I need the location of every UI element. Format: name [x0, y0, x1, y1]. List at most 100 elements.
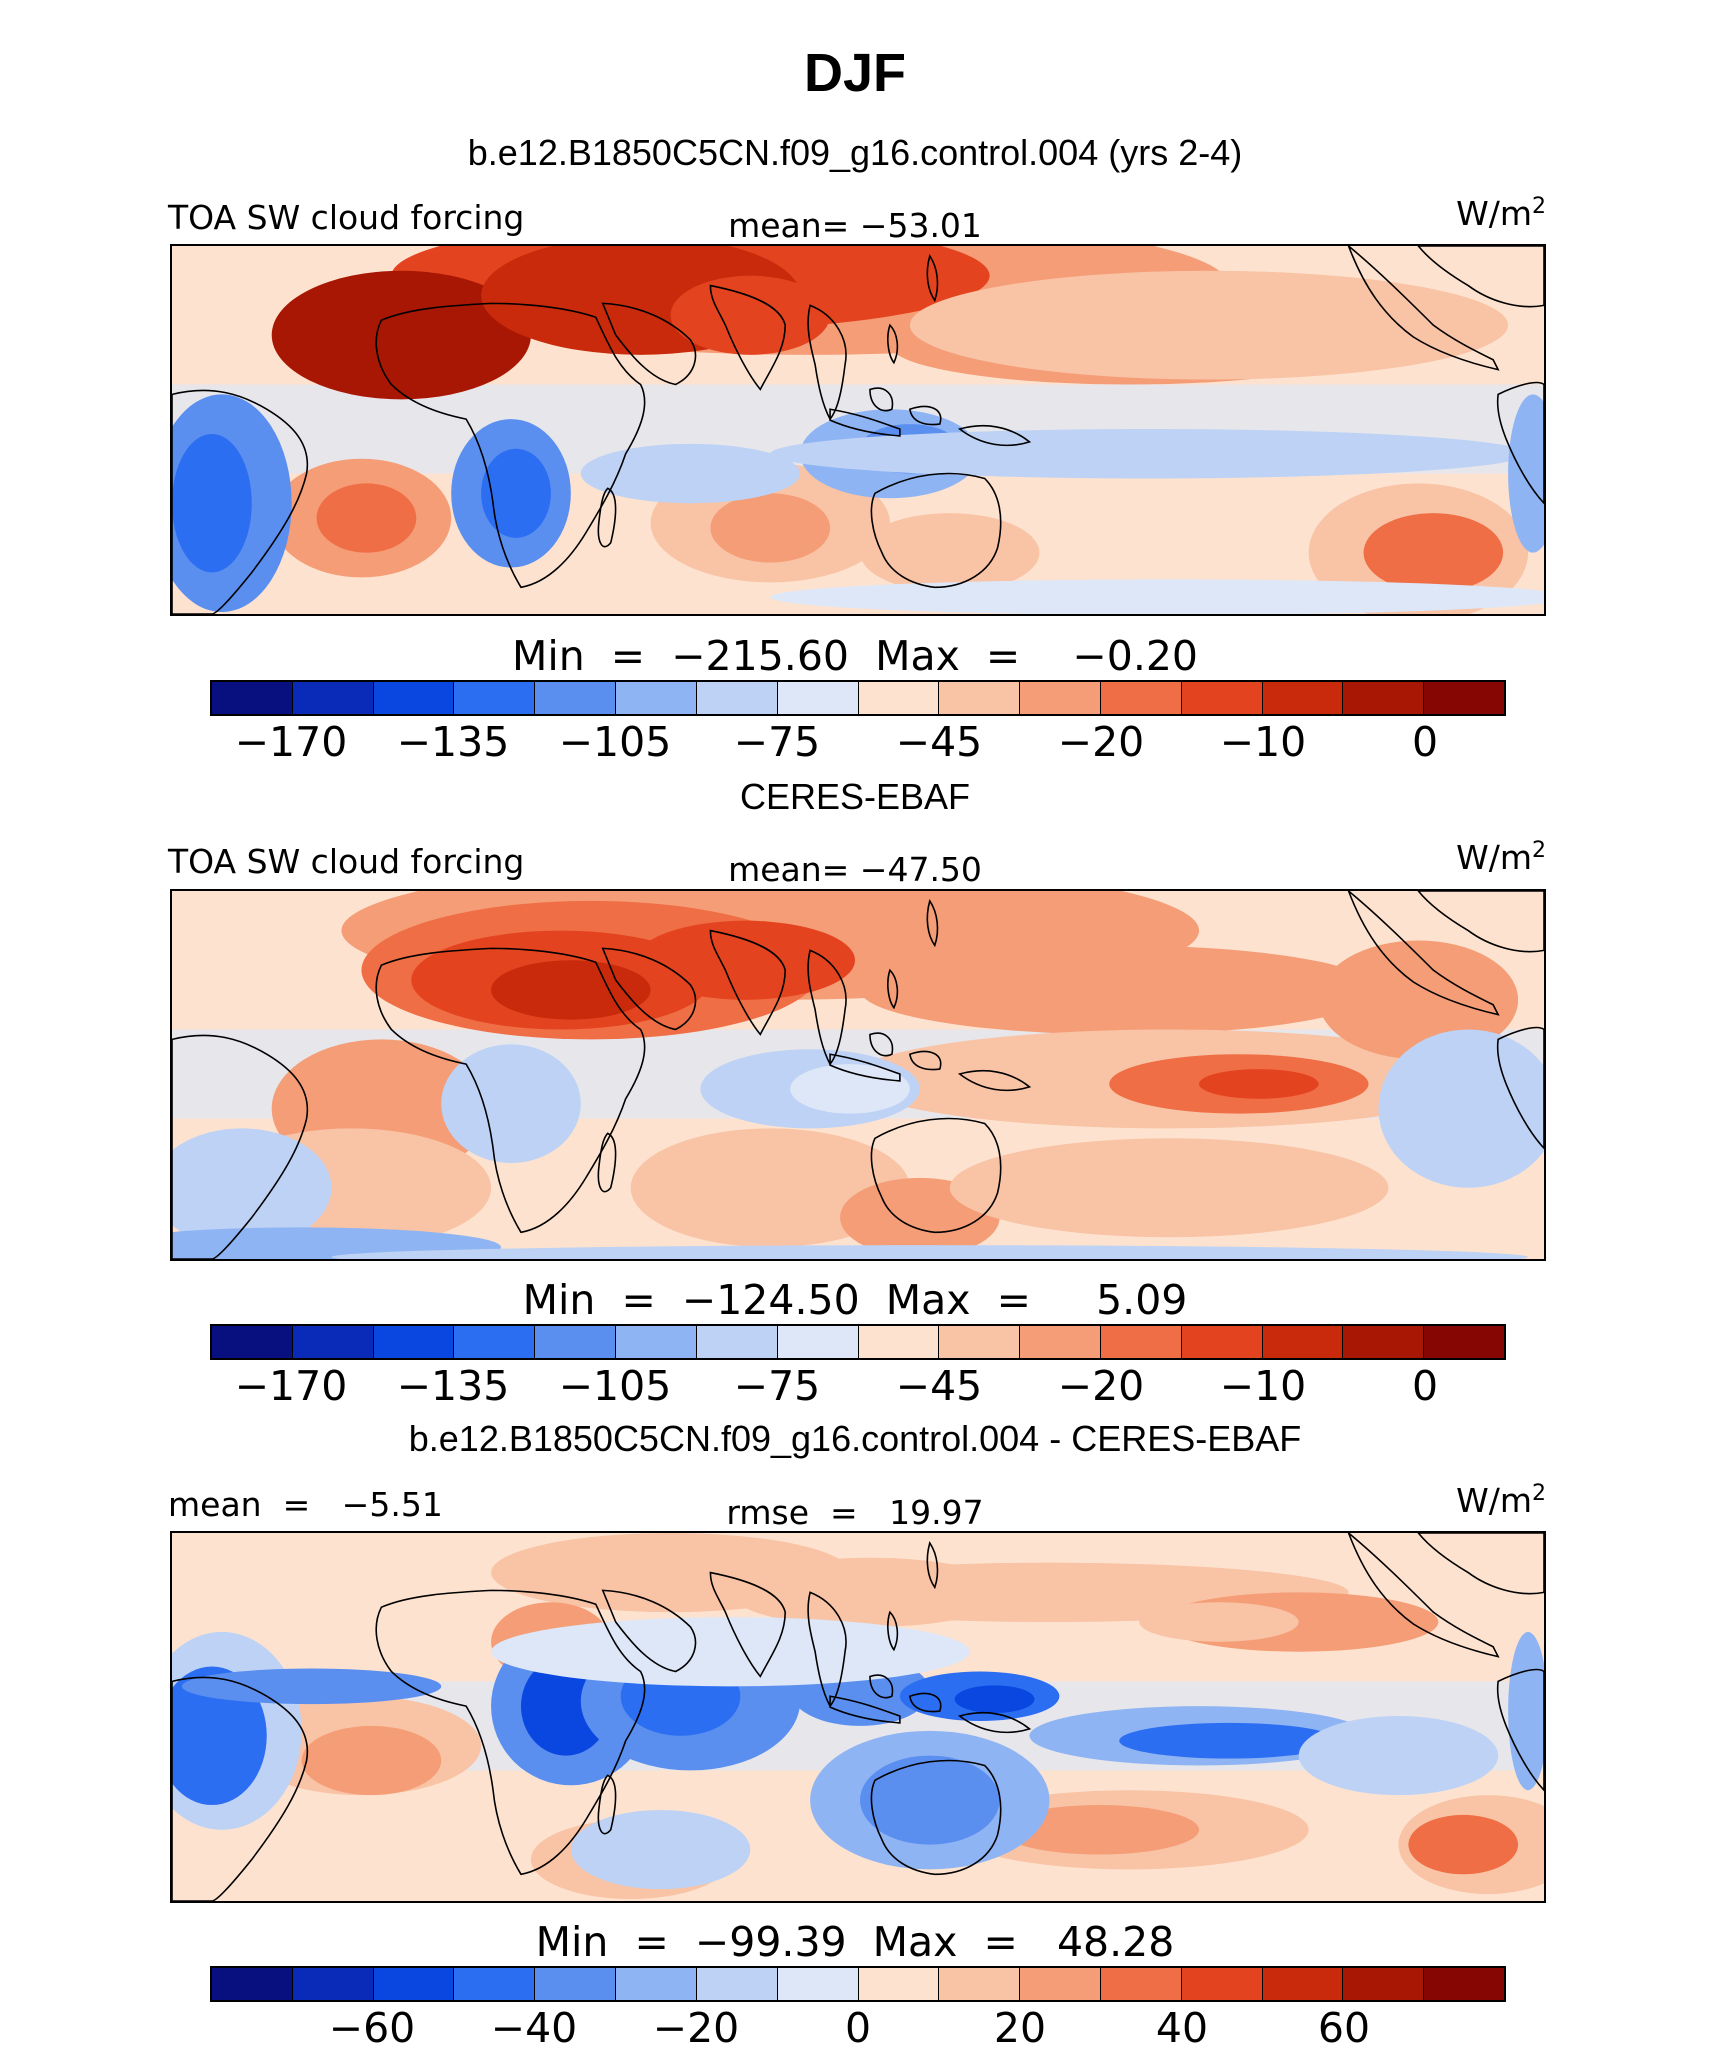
panel-1-contour-region — [909, 270, 1509, 380]
panel-1-coastline — [829, 408, 901, 437]
panel-1-colorbar-swatch — [535, 682, 617, 714]
panel-2-colorbar-swatch — [939, 1326, 1021, 1358]
panel-2-colorbar-swatch — [1262, 1326, 1344, 1358]
panel-3-coastline — [709, 1571, 787, 1678]
panel-1-coastline — [869, 387, 894, 412]
panel-3-coastline — [1417, 1533, 1544, 1595]
panel-1-coastline — [597, 487, 617, 548]
panel-1-contour-region — [481, 448, 551, 538]
panel-1-coastline — [926, 254, 939, 303]
panel-2-map — [170, 889, 1546, 1261]
panel-2-contour-region — [331, 1245, 1528, 1259]
panel-1-colorbar-swatch — [1020, 682, 1101, 714]
panel-1-colorbar-swatch — [1100, 682, 1182, 714]
panel-2-coastline — [375, 947, 646, 1234]
panel-1-coastline — [1496, 381, 1544, 505]
panel-3-coastline — [1496, 1668, 1544, 1792]
panel-3-units-label: W/m2 — [1456, 1481, 1546, 1520]
panel-3-colorbar-tick-label: 60 — [1317, 2004, 1371, 2052]
panel-3-case-title: b.e12.B1850C5CN.f09_g16.control.004 - CE… — [408, 1418, 1302, 1459]
panel-3-colorbar-swatch — [454, 1968, 536, 2000]
panel-2-colorbar-tick-label: −170 — [234, 1362, 348, 1410]
panel-3-colorbar-swatch — [1181, 1968, 1263, 2000]
panel-2-left-label: TOA SW cloud forcing — [168, 842, 525, 881]
panel-1-colorbar-swatch — [212, 682, 293, 714]
panel-2-colorbar-swatch — [1020, 1326, 1101, 1358]
panel-3-map — [170, 1531, 1546, 1903]
panel-1-coastline — [908, 405, 942, 426]
panel-3-coastline — [172, 1676, 309, 1901]
panel-3-colorbar-tick-label: 20 — [993, 2004, 1047, 2052]
panel-1-contour-region — [1508, 394, 1544, 553]
panel-3-contour-region — [1298, 1716, 1499, 1796]
panel-3-colorbar-swatch — [535, 1968, 617, 2000]
panel-2-coastline — [709, 929, 787, 1036]
panel-2-contour-region — [949, 1138, 1389, 1238]
panel-2-coastline — [1496, 1026, 1544, 1150]
panel-3-coastline — [887, 1610, 899, 1652]
panel-1-coastline — [601, 302, 697, 386]
panel-2-colorbar-swatch — [616, 1326, 697, 1358]
panel-2-min-max: Min = −124.50 Max = 5.09 — [522, 1276, 1188, 1324]
panel-3-contour-region — [181, 1668, 442, 1705]
panel-1-colorbar-swatch — [1181, 682, 1263, 714]
panel-3-coastline — [870, 1759, 1002, 1876]
panel-1-contour-region — [770, 429, 1529, 479]
panel-2-colorbar-swatch — [777, 1326, 859, 1358]
panel-1-colorbar-swatch — [696, 682, 778, 714]
panel-2-coastline — [829, 1053, 901, 1082]
panel-1-colorbar-tick-label: −135 — [396, 718, 510, 766]
panel-3-coastline — [869, 1674, 894, 1699]
panel-1-contour-region — [1363, 513, 1504, 593]
panel-3-contour-region — [1408, 1814, 1519, 1875]
panel-1-units-label: W/m2 — [1456, 194, 1546, 233]
panel-1-colorbar-swatch — [373, 682, 455, 714]
panel-3-map-svg — [172, 1533, 1544, 1901]
panel-3-colorbar-tick-label: 40 — [1155, 2004, 1209, 2052]
panel-1-contour-region — [580, 443, 801, 504]
panel-2-coastline — [1347, 891, 1500, 1016]
panel-2-colorbar-tick-label: −20 — [1057, 1362, 1145, 1410]
panel-2-coastline — [869, 1032, 894, 1057]
panel-3-colorbar-swatch — [939, 1968, 1021, 2000]
panel-3-contour-region — [1139, 1602, 1299, 1642]
panel-3-coastline — [957, 1711, 1032, 1734]
panel-3-colorbar-swatch — [1020, 1968, 1101, 2000]
panel-2-center-label: mean= −47.50 — [728, 850, 982, 889]
panel-3-contour-region — [570, 1809, 751, 1890]
panel-1-contour-region — [859, 513, 1040, 593]
panel-2-units-label: W/m2 — [1456, 838, 1546, 877]
panel-3-contour-region — [999, 1805, 1200, 1855]
panel-2-colorbar — [210, 1324, 1506, 1360]
panel-1-contour-region — [670, 275, 831, 355]
panel-1-coastline — [1417, 246, 1544, 308]
panel-2-coastline — [957, 1069, 1032, 1092]
panel-2-colorbar-tick-label: 0 — [1411, 1362, 1439, 1410]
panel-3-contour-region — [491, 1617, 970, 1687]
panel-1-colorbar-tick-label: −20 — [1057, 718, 1145, 766]
panel-3-contour-region — [954, 1685, 1035, 1714]
panel-2-colorbar-swatch — [292, 1326, 374, 1358]
panel-2-colorbar-swatch — [1424, 1326, 1504, 1358]
panel-3-colorbar-swatch — [1343, 1968, 1425, 2000]
panel-1-coastline — [375, 302, 646, 589]
panel-1-coastline — [887, 323, 899, 365]
panel-1-contour-region — [316, 483, 417, 553]
panel-1-map-svg — [172, 246, 1544, 614]
panel-2-coastline — [597, 1132, 617, 1193]
panel-1-coastline — [709, 284, 787, 391]
panel-1-case-title: b.e12.B1850C5CN.f09_g16.control.004 (yrs… — [467, 132, 1243, 173]
panel-2-contour-region — [635, 920, 856, 1000]
panel-1-colorbar-swatch — [616, 682, 697, 714]
panel-3-coastline — [597, 1774, 617, 1835]
panel-2-contour-region — [790, 1064, 910, 1114]
panel-3-colorbar-swatch — [777, 1968, 859, 2000]
panel-2-contour-region — [1378, 1029, 1544, 1188]
panel-2-colorbar-swatch — [212, 1326, 293, 1358]
panel-2-coastline — [172, 1034, 309, 1259]
panel-3-colorbar — [210, 1966, 1506, 2002]
panel-2-colorbar-tick-label: −10 — [1219, 1362, 1307, 1410]
figure-title: DJF — [803, 43, 906, 103]
panel-1-colorbar-tick-label: −75 — [733, 718, 821, 766]
panel-2-colorbar-swatch — [696, 1326, 778, 1358]
